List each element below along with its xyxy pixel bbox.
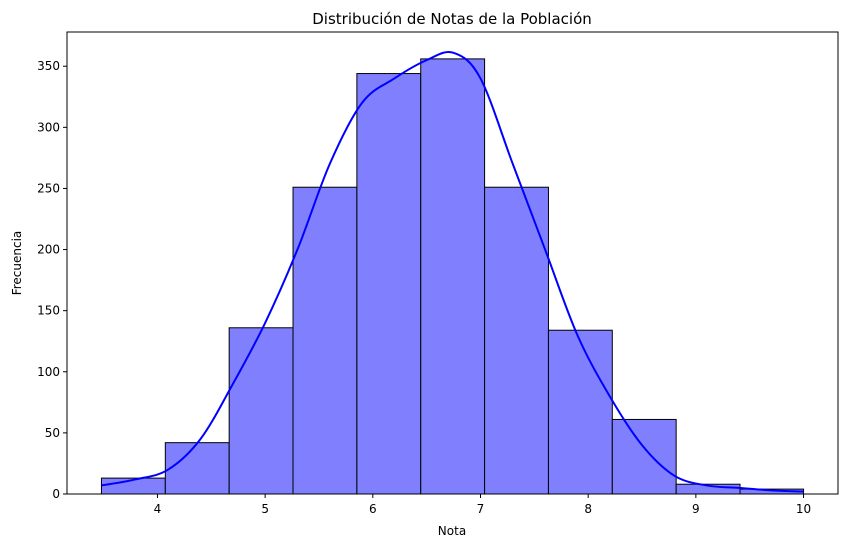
x-axis-label: Nota [438, 524, 466, 538]
y-tick-label: 50 [45, 426, 60, 440]
chart-title: Distribución de Notas de la Población [312, 10, 592, 28]
y-tick-label: 150 [37, 304, 60, 318]
y-tick-label: 100 [37, 365, 60, 379]
y-axis-label: Frecuencia [10, 231, 24, 296]
histogram-bars [100, 58, 805, 495]
x-tick-label: 9 [692, 502, 700, 516]
x-tick-label: 6 [369, 502, 377, 516]
y-tick-label: 200 [37, 243, 60, 257]
histogram-bar [356, 73, 422, 495]
histogram-bar [547, 329, 613, 495]
histogram-bar [164, 442, 230, 495]
y-tick-label: 250 [37, 181, 60, 195]
x-tick-label: 5 [261, 502, 269, 516]
y-tick-label: 0 [52, 487, 60, 501]
histogram-bar [611, 418, 677, 495]
x-tick-label: 10 [796, 502, 811, 516]
plot-frame [66, 31, 839, 495]
y-tick-label: 300 [37, 120, 60, 134]
x-tick-label: 8 [584, 502, 592, 516]
kde-curve [101, 51, 804, 493]
histogram-bar [228, 327, 294, 495]
x-tick-label: 7 [477, 502, 485, 516]
y-axis: 0 50 100 150 200 250 300 350 [37, 59, 67, 501]
x-tick-label: 4 [154, 502, 162, 516]
histogram-bar [292, 186, 358, 495]
histogram-bar [420, 58, 486, 495]
x-axis: 4 5 6 7 8 9 10 [154, 494, 811, 516]
y-tick-label: 350 [37, 59, 60, 73]
